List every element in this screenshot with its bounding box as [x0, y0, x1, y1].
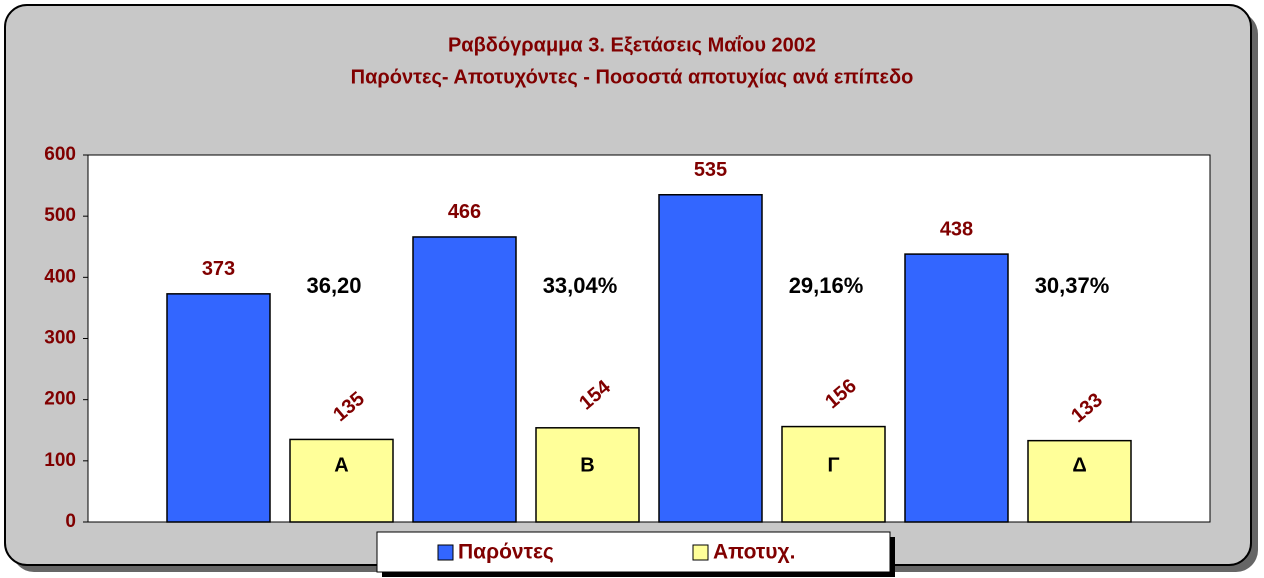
- y-tick-label: 600: [44, 144, 76, 165]
- legend-label: Αποτυχ.: [713, 541, 795, 564]
- annotation: 30,37%: [1035, 273, 1110, 298]
- chart-subtitle: Παρόντες- Αποτυχόντες - Ποσοστά αποτυχία…: [351, 66, 914, 88]
- bar: [904, 253, 1009, 523]
- bar: [412, 236, 517, 523]
- value-label: 535: [694, 159, 727, 181]
- y-tick-label: 400: [44, 266, 76, 287]
- annotation: 33,04%: [543, 273, 618, 298]
- category-label: Β: [580, 454, 594, 476]
- y-tick-label: 0: [65, 511, 76, 532]
- value-label: 466: [448, 201, 481, 223]
- y-tick-label: 100: [44, 450, 76, 471]
- chart-title: Ραβδόγραμμα 3. Εξετάσεις Μαΐου 2002: [448, 34, 816, 56]
- category-label: Δ: [1072, 454, 1086, 476]
- bar: [658, 194, 763, 523]
- legend-swatch: [437, 544, 454, 561]
- value-label: 438: [940, 218, 973, 240]
- category-label: Γ: [827, 454, 839, 476]
- category-label: Α: [334, 454, 348, 476]
- y-tick-label: 300: [44, 328, 76, 349]
- bar: [166, 293, 271, 523]
- plot-area: [87, 154, 1211, 523]
- legend-swatch: [692, 544, 709, 561]
- bar: [781, 425, 886, 523]
- bar: [535, 427, 640, 523]
- annotation: 29,16%: [789, 273, 864, 298]
- legend: [376, 531, 891, 573]
- bar: [1027, 439, 1132, 523]
- legend-label: Παρόντες: [458, 541, 554, 564]
- y-tick-label: 200: [44, 389, 76, 410]
- bar: [289, 438, 394, 523]
- value-label: 373: [202, 258, 235, 280]
- y-tick-label: 500: [44, 205, 76, 226]
- annotation: 36,20: [306, 273, 361, 298]
